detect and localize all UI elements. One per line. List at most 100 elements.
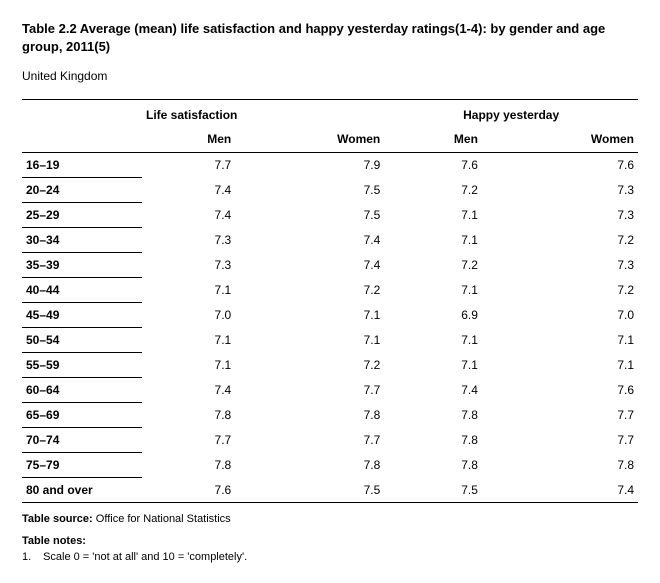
value-cell: 7.1: [142, 278, 235, 303]
col-header: Men: [142, 127, 235, 153]
table-row: 50–547.17.17.17.1: [22, 328, 638, 353]
value-cell: 7.1: [384, 228, 482, 253]
table-row: 55–597.17.27.17.1: [22, 353, 638, 378]
age-group-label: 16–19: [22, 153, 142, 178]
value-cell: 7.2: [235, 353, 384, 378]
table-body: 16–197.77.97.67.620–247.47.57.27.325–297…: [22, 153, 638, 503]
table-source: Table source: Office for National Statis…: [22, 513, 638, 525]
value-cell: 7.2: [482, 278, 638, 303]
value-cell: 7.8: [142, 403, 235, 428]
value-cell: 7.7: [235, 428, 384, 453]
value-cell: 7.4: [142, 378, 235, 403]
value-cell: 7.8: [384, 403, 482, 428]
value-cell: 7.4: [235, 253, 384, 278]
table-row: 80 and over7.67.57.57.4: [22, 478, 638, 503]
value-cell: 7.8: [235, 453, 384, 478]
note-item: 1. Scale 0 = 'not at all' and 10 = 'comp…: [22, 551, 638, 563]
table-row: 25–297.47.57.17.3: [22, 203, 638, 228]
value-cell: 7.1: [482, 353, 638, 378]
group-header-happy-yesterday: Happy yesterday: [384, 100, 638, 128]
value-cell: 7.4: [142, 178, 235, 203]
value-cell: 7.5: [235, 178, 384, 203]
age-group-label: 20–24: [22, 178, 142, 203]
age-group-label: 35–39: [22, 253, 142, 278]
value-cell: 7.8: [482, 453, 638, 478]
value-cell: 7.6: [142, 478, 235, 503]
value-cell: 7.7: [482, 428, 638, 453]
value-cell: 7.1: [235, 303, 384, 328]
age-group-label: 80 and over: [22, 478, 142, 503]
value-cell: 7.2: [235, 278, 384, 303]
table-title: Table 2.2 Average (mean) life satisfacti…: [22, 20, 638, 55]
age-group-label: 60–64: [22, 378, 142, 403]
value-cell: 7.7: [142, 428, 235, 453]
value-cell: 7.2: [384, 178, 482, 203]
value-cell: 7.7: [235, 378, 384, 403]
value-cell: 7.8: [384, 428, 482, 453]
source-label: Table source:: [22, 513, 93, 525]
age-group-label: 65–69: [22, 403, 142, 428]
note-text: Scale 0 = 'not at all' and 10 = 'complet…: [43, 551, 247, 563]
value-cell: 7.4: [482, 478, 638, 503]
col-header: Women: [482, 127, 638, 153]
age-group-label: 25–29: [22, 203, 142, 228]
value-cell: 6.9: [384, 303, 482, 328]
value-cell: 7.1: [482, 328, 638, 353]
age-group-label: 40–44: [22, 278, 142, 303]
value-cell: 7.1: [142, 328, 235, 353]
table-row: 45–497.07.16.97.0: [22, 303, 638, 328]
value-cell: 7.3: [482, 178, 638, 203]
value-cell: 7.1: [235, 328, 384, 353]
table-row: 35–397.37.47.27.3: [22, 253, 638, 278]
value-cell: 7.0: [142, 303, 235, 328]
value-cell: 7.8: [235, 403, 384, 428]
value-cell: 7.1: [384, 353, 482, 378]
note-number: 1.: [22, 551, 40, 563]
value-cell: 7.3: [142, 253, 235, 278]
value-cell: 7.1: [142, 353, 235, 378]
value-cell: 7.9: [235, 153, 384, 178]
value-cell: 7.5: [384, 478, 482, 503]
table-row: 60–647.47.77.47.6: [22, 378, 638, 403]
value-cell: 7.2: [482, 228, 638, 253]
age-group-label: 45–49: [22, 303, 142, 328]
value-cell: 7.8: [142, 453, 235, 478]
table-row: 70–747.77.77.87.7: [22, 428, 638, 453]
data-table: Life satisfaction Happy yesterday Men Wo…: [22, 99, 638, 503]
notes-label: Table notes:: [22, 535, 638, 547]
value-cell: 7.1: [384, 203, 482, 228]
value-cell: 7.4: [142, 203, 235, 228]
value-cell: 7.7: [142, 153, 235, 178]
col-header: Men: [384, 127, 482, 153]
age-group-label: 30–34: [22, 228, 142, 253]
group-header-life-satisfaction: Life satisfaction: [142, 100, 384, 128]
table-row: 20–247.47.57.27.3: [22, 178, 638, 203]
value-cell: 7.3: [482, 203, 638, 228]
age-group-label: 50–54: [22, 328, 142, 353]
table-header: Life satisfaction Happy yesterday Men Wo…: [22, 100, 638, 153]
col-header: Women: [235, 127, 384, 153]
value-cell: 7.3: [482, 253, 638, 278]
value-cell: 7.8: [384, 453, 482, 478]
source-value: Office for National Statistics: [96, 513, 231, 525]
value-cell: 7.0: [482, 303, 638, 328]
age-group-label: 70–74: [22, 428, 142, 453]
value-cell: 7.6: [482, 153, 638, 178]
value-cell: 7.4: [384, 378, 482, 403]
table-row: 16–197.77.97.67.6: [22, 153, 638, 178]
value-cell: 7.6: [482, 378, 638, 403]
value-cell: 7.5: [235, 478, 384, 503]
value-cell: 7.1: [384, 278, 482, 303]
value-cell: 7.2: [384, 253, 482, 278]
value-cell: 7.5: [235, 203, 384, 228]
value-cell: 7.7: [482, 403, 638, 428]
table-row: 75–797.87.87.87.8: [22, 453, 638, 478]
value-cell: 7.3: [142, 228, 235, 253]
value-cell: 7.4: [235, 228, 384, 253]
table-row: 65–697.87.87.87.7: [22, 403, 638, 428]
age-group-label: 75–79: [22, 453, 142, 478]
age-group-label: 55–59: [22, 353, 142, 378]
value-cell: 7.6: [384, 153, 482, 178]
table-row: 30–347.37.47.17.2: [22, 228, 638, 253]
region-label: United Kingdom: [22, 69, 638, 83]
